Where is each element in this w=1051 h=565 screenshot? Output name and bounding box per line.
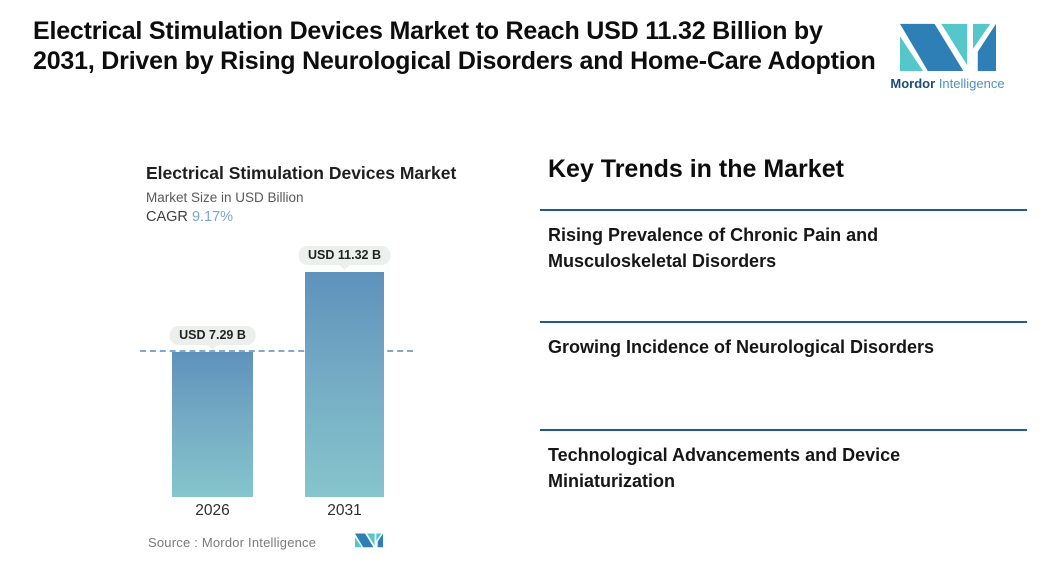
value-label-2026: USD 7.29 B (169, 326, 256, 350)
bar-chart: USD 7.29 B USD 11.32 B (140, 240, 470, 497)
trend-text: Technological Advancements and Device Mi… (548, 445, 901, 491)
trend-item: Rising Prevalence of Chronic Pain and Mu… (540, 209, 1027, 321)
chart-title: Electrical Stimulation Devices Market (146, 163, 457, 183)
brand-name: Mordor Intelligence (885, 76, 1010, 91)
bar-2031 (305, 272, 384, 497)
mordor-logo-icon (885, 20, 1010, 72)
reference-dashed-line (140, 350, 413, 352)
source-attribution: Source : Mordor Intelligence (148, 535, 317, 550)
trends-heading: Key Trends in the Market (548, 155, 844, 183)
brand-name-bold: Mordor (890, 76, 936, 91)
value-label-2031: USD 11.32 B (298, 246, 391, 270)
brand-name-light: Intelligence (938, 76, 1005, 91)
bar-column-2026: USD 7.29 B (169, 240, 256, 497)
trend-text: Growing Incidence of Neurological Disord… (548, 337, 935, 357)
bar-2026 (172, 352, 253, 497)
trends-list: Rising Prevalence of Chronic Pain and Mu… (540, 209, 1027, 539)
brand-logo: Mordor Intelligence (885, 20, 1010, 91)
cagr-label: CAGR (146, 209, 188, 225)
bar-column-2031: USD 11.32 B (298, 240, 391, 497)
x-axis-label-2031: 2031 (327, 502, 362, 519)
trend-item: Growing Incidence of Neurological Disord… (540, 321, 1027, 429)
chart-subtitle: Market Size in USD Billion (146, 190, 304, 205)
trend-item: Technological Advancements and Device Mi… (540, 429, 1027, 539)
chart-cagr: CAGR 9.17% (146, 209, 233, 225)
mordor-logo-small-icon (355, 532, 383, 553)
page-title: Electrical Stimulation Devices Market to… (33, 17, 876, 75)
cagr-value: 9.17% (191, 209, 234, 225)
trend-text: Rising Prevalence of Chronic Pain and Mu… (548, 225, 879, 271)
x-axis-label-2026: 2026 (195, 502, 230, 519)
